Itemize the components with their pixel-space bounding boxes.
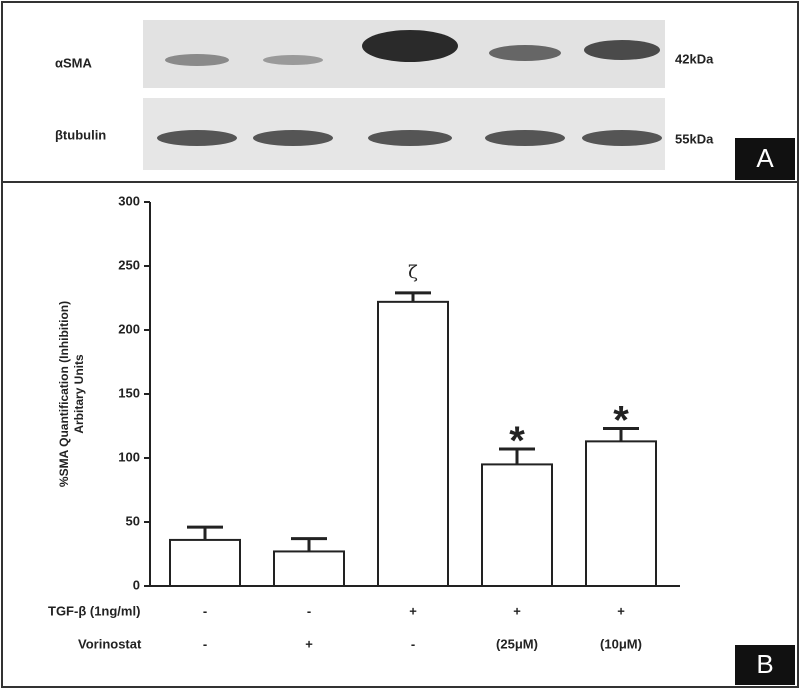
y-axis-title-line: %SMA Quantification (Inhibition) [57, 301, 71, 487]
row-value: - [203, 636, 207, 651]
annotation: ζ [408, 262, 418, 283]
annotation: * [613, 399, 629, 443]
row-value: - [411, 636, 415, 651]
y-tick-label: 100 [118, 449, 140, 464]
y-tick-label: 0 [133, 577, 140, 592]
row-value: - [307, 603, 311, 618]
panel-badge [735, 645, 795, 685]
bar [377, 300, 449, 587]
panel-letter: B [756, 649, 773, 679]
row-value: - [203, 603, 207, 618]
y-tick-label: 250 [118, 257, 140, 272]
panel-badge [735, 138, 795, 180]
row-label: Vorinostat [78, 636, 142, 651]
row-value: + [305, 636, 313, 651]
bands [157, 30, 662, 146]
row-value: + [409, 603, 417, 618]
y-tick-label: 50 [126, 513, 140, 528]
bar [585, 440, 657, 587]
blot-label: αSMA [55, 55, 92, 70]
row-value: (25μM) [496, 636, 538, 651]
bar [169, 538, 241, 587]
row-label: TGF-β (1ng/ml) [48, 603, 140, 618]
blot-size: 42kDa [675, 51, 714, 66]
bar [481, 463, 553, 587]
y-tick-label: 300 [118, 193, 140, 208]
annotation: * [509, 419, 525, 463]
row-value: (10μM) [600, 636, 642, 651]
y-axis-title: %SMA Quantification (Inhibition) Arbitar… [57, 301, 86, 487]
y-tick-label: 150 [118, 385, 140, 400]
blot-size: 55kDa [675, 131, 714, 146]
row-value: + [513, 603, 521, 618]
bar [273, 550, 345, 588]
blot-label: βtubulin [55, 127, 106, 142]
panel-letter: A [756, 143, 774, 173]
y-axis-title-line: Arbitary Units [72, 354, 86, 434]
row-value: + [617, 603, 625, 618]
y-tick-label: 200 [118, 321, 140, 336]
